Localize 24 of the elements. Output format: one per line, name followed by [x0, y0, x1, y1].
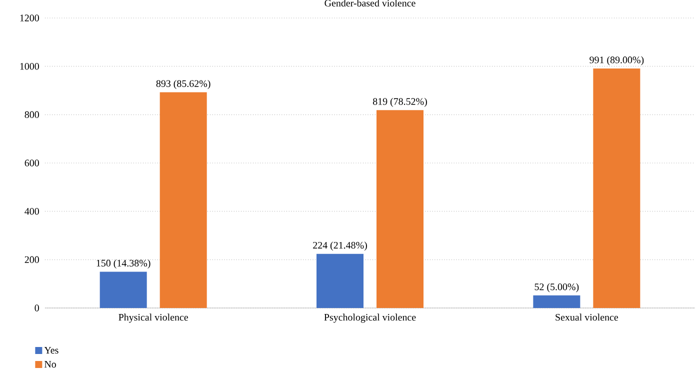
- bar: [160, 92, 207, 308]
- legend-label: No: [44, 360, 56, 368]
- x-tick-label: Physical violence: [118, 314, 188, 323]
- data-label: 150 (14.38%): [96, 260, 150, 269]
- data-label: 893 (85.62%): [156, 80, 210, 89]
- bar: [593, 68, 640, 308]
- y-tick-label: 600: [24, 160, 39, 166]
- bar: [100, 272, 147, 308]
- data-label: 819 (78.52%): [372, 98, 427, 107]
- y-tick-label: 0: [34, 304, 39, 312]
- x-tick-label: Sexual violence: [556, 314, 618, 321]
- y-tick-label: 1000: [20, 62, 39, 70]
- bar: [376, 110, 424, 308]
- bar: [316, 254, 364, 308]
- y-tick-label: 1200: [20, 14, 39, 22]
- data-label: 991 (89.00%): [590, 56, 644, 66]
- y-tick-label: 200: [24, 256, 39, 264]
- y-tick-label: 800: [24, 111, 39, 118]
- legend-label: Yes: [44, 346, 58, 354]
- data-label: 52 (5.00%): [534, 283, 579, 292]
- bar: [533, 295, 580, 308]
- data-label: 224 (21.48%): [313, 242, 367, 251]
- x-tick-label: Psychological violence: [324, 314, 416, 323]
- y-tick-label: 400: [24, 208, 39, 215]
